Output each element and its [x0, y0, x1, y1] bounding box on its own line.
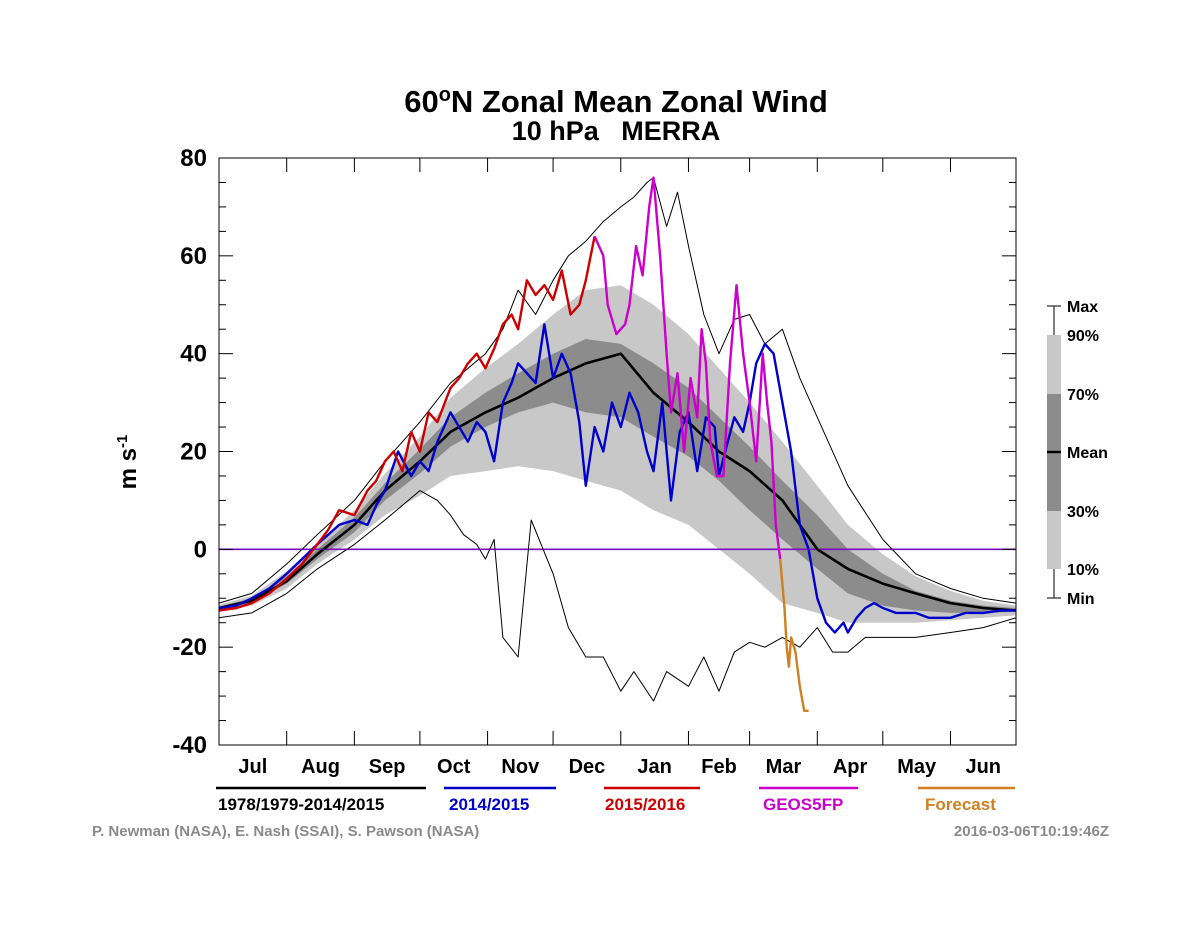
x-tick-label: Aug — [301, 756, 340, 778]
legend: 1978/1979-2014/2015 2014/2015 2015/2016 GEO… — [216, 786, 1015, 814]
band-legend-label: 10% — [1067, 562, 1099, 579]
x-tick-label: Nov — [501, 756, 540, 778]
x-axis: Jul Aug Sep Oct Nov Dec Jan Feb Mar Apr May Jun — [218, 158, 1017, 778]
series-line-2015-2016 — [218, 236, 596, 612]
x-tick-label: Feb — [701, 756, 737, 778]
y-tick-label: 80 — [180, 145, 207, 172]
legend-label: 1978/1979-2014/2015 — [218, 795, 384, 814]
legend-label: Forecast — [925, 795, 996, 814]
series-line-forecast — [779, 558, 809, 712]
band-10-90 — [219, 285, 1016, 623]
band-legend-label: Mean — [1067, 445, 1108, 462]
y-tick-label: -40 — [172, 732, 207, 759]
x-tick-label: Mar — [766, 756, 802, 778]
band-legend-label: 30% — [1067, 504, 1099, 521]
x-tick-label: Sep — [369, 756, 406, 778]
chart-title: 60oN Zonal Mean Zonal Wind — [404, 84, 828, 119]
band-legend-label: Max — [1067, 299, 1098, 316]
band-30-70 — [219, 339, 1016, 613]
legend-label: 2014/2015 — [449, 795, 529, 814]
series-line-geos5fp — [593, 176, 782, 560]
band-legend: Max 90% 70% Mean 30% 10% Min — [1047, 299, 1108, 608]
y-tick-label: 60 — [180, 243, 207, 270]
series-line-max — [218, 177, 1017, 604]
x-tick-label: Jul — [238, 756, 267, 778]
band-legend-label: 90% — [1067, 328, 1099, 345]
percentile-bands — [219, 285, 1016, 623]
chart-subtitle: 10 hPa MERRA — [512, 116, 721, 146]
credit-authors: P. Newman (NASA), E. Nash (SSAI), S. Paw… — [92, 823, 479, 840]
band-legend-outer-bottom — [1047, 511, 1061, 569]
y-axis: 80 60 40 20 0 -20 -40 — [172, 145, 1016, 759]
x-tick-label: Jun — [965, 756, 1001, 778]
x-tick-label: Apr — [833, 756, 868, 778]
x-tick-label: May — [897, 756, 937, 778]
y-tick-label: 0 — [194, 536, 207, 563]
x-tick-label: Oct — [437, 756, 471, 778]
series-line-2014-2015 — [218, 323, 1016, 634]
y-tick-label: -20 — [172, 634, 207, 661]
y-tick-label: 40 — [180, 341, 207, 368]
band-legend-label: Min — [1067, 591, 1095, 608]
x-tick-label: Dec — [569, 756, 606, 778]
series-line-min — [218, 490, 1017, 702]
legend-label: GEOS5FP — [763, 795, 843, 814]
data-series — [218, 176, 1017, 712]
series-line-1978-1979-2014-2015 — [218, 352, 1017, 612]
legend-label: 2015/2016 — [605, 795, 685, 814]
band-legend-outer-top — [1047, 335, 1061, 394]
band-legend-label: 70% — [1067, 387, 1099, 404]
credit-timestamp: 2016-03-06T10:19:46Z — [954, 823, 1109, 840]
y-axis-label: m s-1 — [114, 435, 142, 490]
x-tick-label: Jan — [637, 756, 671, 778]
y-tick-label: 20 — [180, 439, 207, 466]
